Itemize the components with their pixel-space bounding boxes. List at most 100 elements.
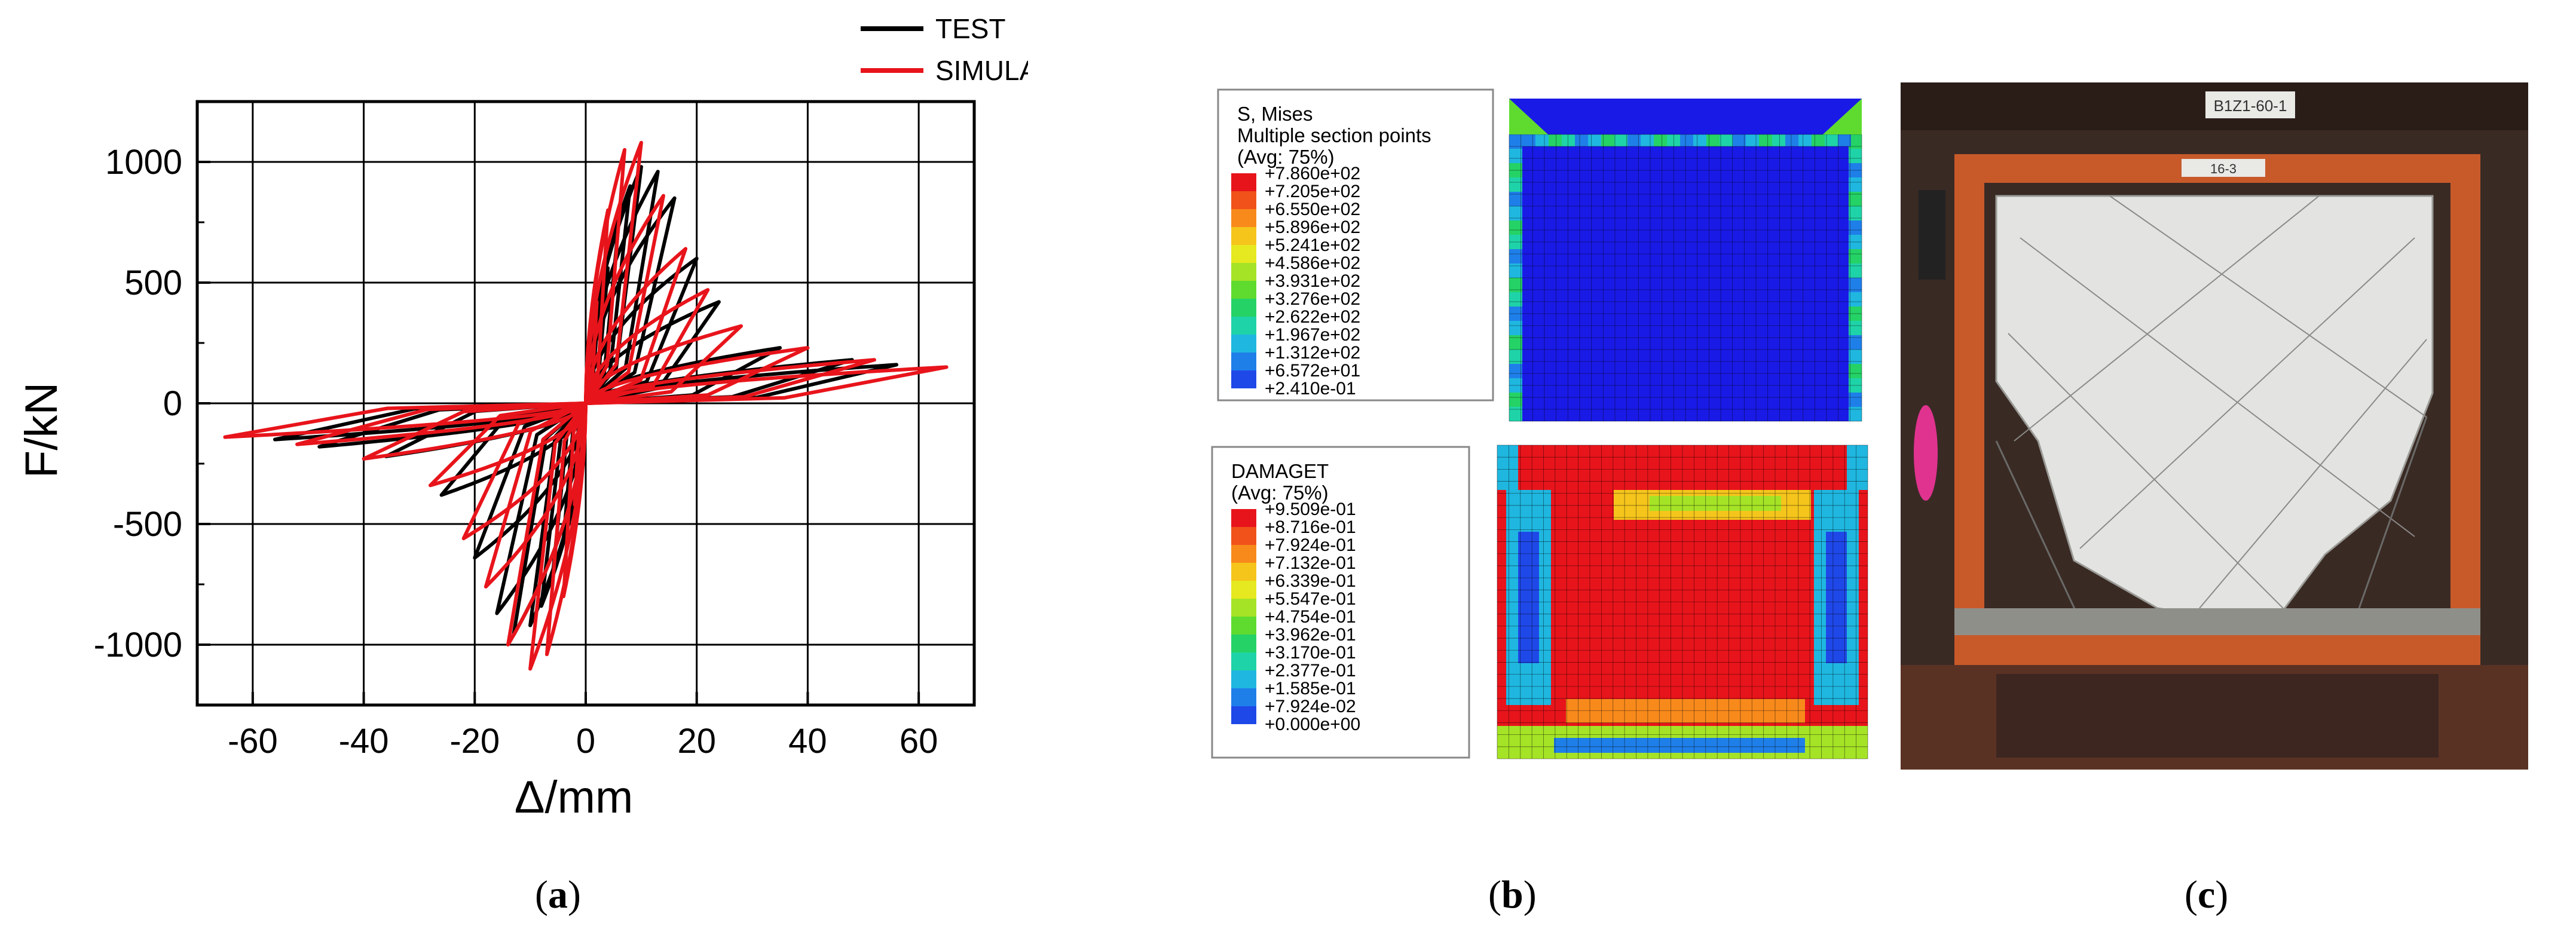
- mesh-cell: [1509, 220, 1522, 235]
- y-tick-label: 1000: [105, 143, 182, 182]
- mesh-cell: [1549, 134, 1562, 146]
- legend-color-swatch: [1231, 545, 1256, 563]
- legend-value: +7.924e-01: [1265, 535, 1356, 555]
- caption-b-letter: b: [1501, 873, 1523, 917]
- damage-color-scale: +9.509e-01+8.716e-01+7.924e-01+7.132e-01…: [1231, 499, 1360, 734]
- legend-value: +3.276e+02: [1265, 289, 1360, 309]
- chart-legend: TEST SIMULATION: [861, 13, 1028, 86]
- mesh-cell: [1759, 134, 1772, 146]
- legend-color-swatch: [1231, 263, 1256, 281]
- mesh-cell: [1849, 149, 1862, 163]
- x-tick-label: -60: [228, 722, 278, 761]
- legend-value: +2.410e-01: [1265, 379, 1356, 399]
- y-axis-label: F/kN: [16, 382, 67, 478]
- mesh-cell: [1654, 134, 1667, 146]
- mesh-cell: [1693, 134, 1706, 146]
- caption-a-letter: a: [547, 873, 568, 917]
- mesh-cell: [1849, 350, 1862, 364]
- legend-color-swatch: [1231, 209, 1256, 227]
- mesh-cell: [1733, 134, 1746, 146]
- legend-label-test: TEST: [935, 13, 1006, 44]
- mesh-cell: [1849, 249, 1862, 263]
- legend-color-swatch: [1231, 317, 1256, 335]
- legend-color-swatch: [1231, 509, 1256, 527]
- mesh-cell: [1509, 177, 1522, 192]
- x-tick-label: -40: [339, 722, 389, 761]
- x-axis-label: Δ/mm: [515, 772, 634, 823]
- legend-value: +7.132e-01: [1265, 553, 1356, 573]
- x-tick-label: 60: [900, 722, 938, 761]
- legend-color-swatch: [1231, 299, 1256, 317]
- mesh-cell: [1825, 134, 1838, 146]
- damage-mesh: [1497, 445, 1868, 759]
- legend-value: +6.572e+01: [1265, 361, 1360, 381]
- legend-value: +6.339e-01: [1265, 571, 1356, 591]
- mesh-cell: [1849, 220, 1862, 235]
- mesh-cell: [1509, 206, 1522, 220]
- legend-value: +7.860e+02: [1265, 164, 1360, 183]
- mesh-cell: [1849, 278, 1862, 292]
- mesh-cell: [1706, 134, 1720, 146]
- mesh-cell: [1641, 134, 1654, 146]
- mesh-cell: [1720, 134, 1733, 146]
- mesh-cell: [1849, 321, 1862, 335]
- hysteresis-chart: -60 -40 -20 0 20 40 60 1000 500 0 -500 -1000 F/kN Δ…: [16, 13, 1028, 823]
- legend-color-swatch: [1231, 245, 1256, 263]
- mesh-cell: [1509, 393, 1522, 407]
- legend-value: +4.754e-01: [1265, 607, 1356, 627]
- mesh-cell: [1522, 134, 1535, 146]
- legend-color-swatch: [1231, 706, 1256, 724]
- y-tick-label: 0: [163, 384, 182, 423]
- damage-legend-avg: (Avg: 75%): [1231, 482, 1329, 504]
- legend-color-swatch: [1231, 335, 1256, 353]
- caption-a: (a): [535, 872, 581, 918]
- legend-label-simulation: SIMULATION: [935, 55, 1028, 86]
- mesh-cell: [1746, 134, 1759, 146]
- legend-color-swatch: [1231, 581, 1256, 599]
- y-tick-label: -1000: [94, 626, 182, 664]
- legend-color-swatch: [1231, 617, 1256, 635]
- x-tick-label: -20: [449, 722, 500, 761]
- caption-a-close: ): [567, 873, 581, 917]
- mises-legend-title: S, Mises: [1237, 103, 1313, 125]
- mises-mesh: [1509, 134, 1862, 422]
- chart-series: [223, 140, 949, 671]
- loop-simulation-11: [223, 365, 949, 439]
- y-tick-label: 500: [124, 263, 182, 302]
- y-tick-label: -500: [113, 505, 182, 544]
- mesh-cell: [1627, 134, 1641, 146]
- mesh-cell: [1849, 206, 1862, 220]
- x-tick-label: 40: [788, 722, 827, 761]
- legend-value: +6.550e+02: [1265, 200, 1360, 219]
- legend-color-swatch: [1231, 688, 1256, 706]
- mesh-cell: [1509, 249, 1522, 263]
- chart-grid: [197, 102, 974, 705]
- mesh-cell: [1812, 134, 1825, 146]
- damage-contour-wall: [1497, 445, 1868, 759]
- legend-value: +2.377e-01: [1265, 661, 1356, 681]
- legend-value: +3.170e-01: [1265, 643, 1356, 663]
- damage-legend: DAMAGET (Avg: 75%) +9.509e-01+8.716e-01+…: [1211, 446, 1470, 759]
- specimen-label-small: 16-3: [2210, 161, 2237, 176]
- mesh-cell: [1798, 134, 1812, 146]
- mesh-cell: [1849, 292, 1862, 307]
- mesh-cell: [1509, 292, 1522, 307]
- legend-color-swatch: [1231, 652, 1256, 670]
- legend-value: +5.896e+02: [1265, 217, 1360, 237]
- specimen-photo: B1Z1-60-1 16-3: [1901, 82, 2528, 770]
- caption-b-close: ): [1523, 873, 1537, 917]
- mesh-cell: [1614, 134, 1627, 146]
- mesh-cell: [1838, 134, 1851, 146]
- mesh-cell: [1849, 192, 1862, 206]
- mesh-cell: [1849, 335, 1862, 350]
- mesh-cell: [1680, 134, 1693, 146]
- legend-color-swatch: [1231, 670, 1256, 688]
- legend-value: +5.241e+02: [1265, 235, 1360, 255]
- mesh-cell: [1509, 407, 1522, 421]
- mesh-cell: [1849, 177, 1862, 192]
- mesh-cell: [1509, 278, 1522, 292]
- mises-color-scale: +7.860e+02+7.205e+02+6.550e+02+5.896e+02…: [1231, 164, 1360, 399]
- legend-color-swatch: [1231, 563, 1256, 581]
- legend-color-swatch: [1231, 635, 1256, 652]
- mesh-cell: [1509, 321, 1522, 335]
